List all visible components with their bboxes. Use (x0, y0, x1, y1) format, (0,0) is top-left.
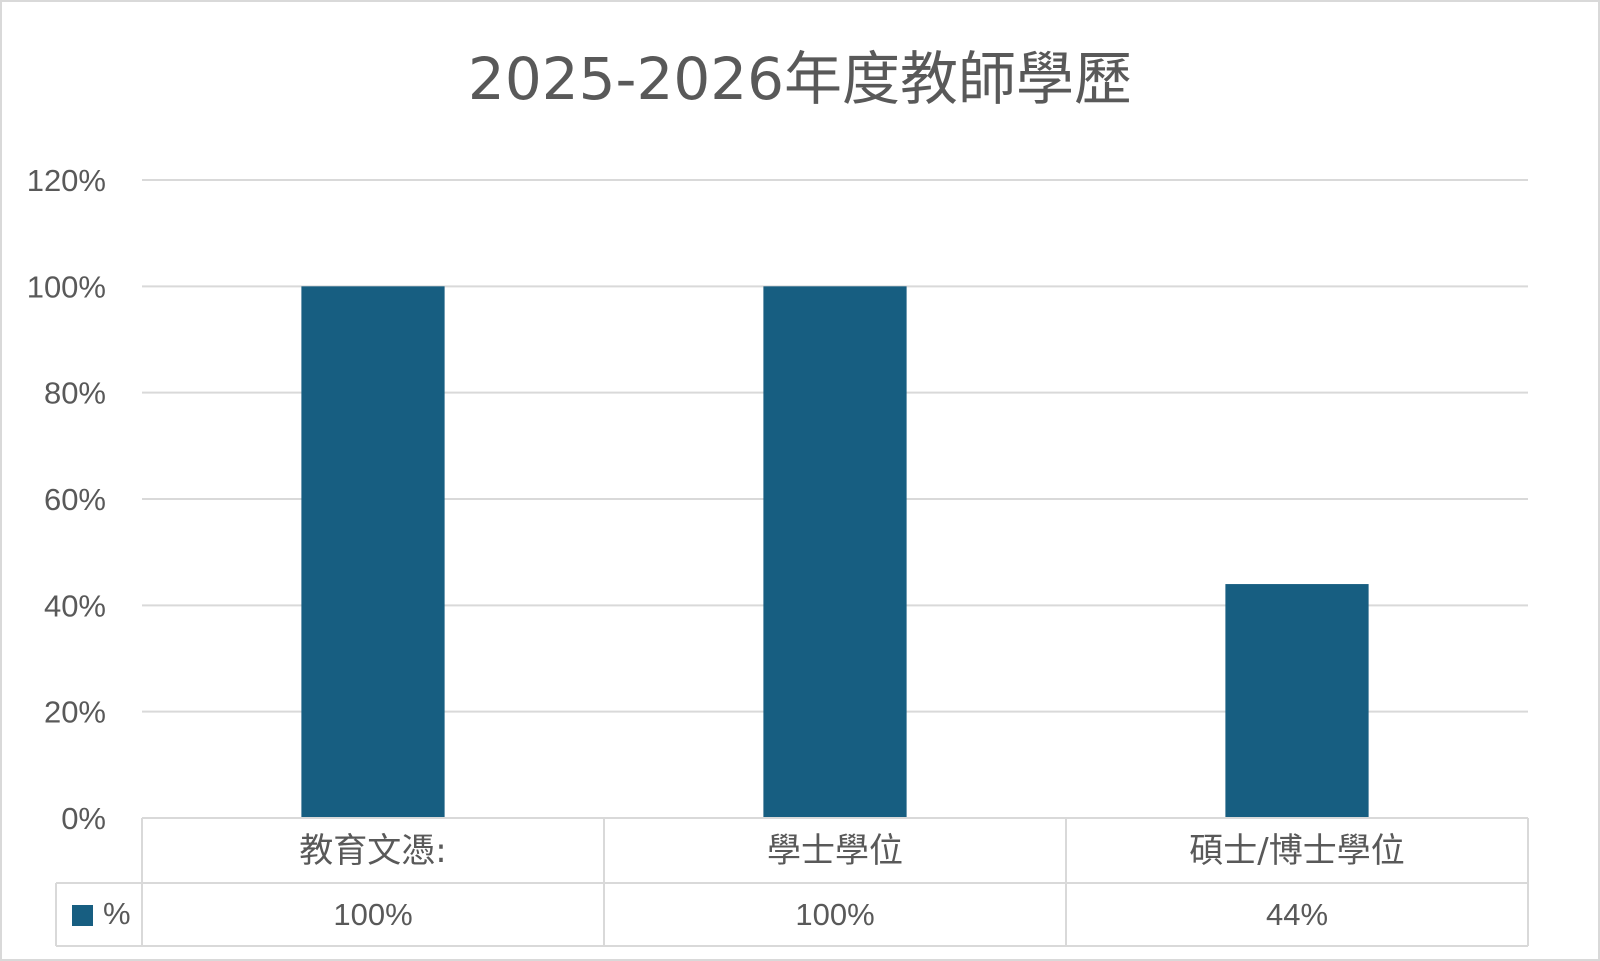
y-tick-label: 100% (27, 269, 106, 304)
data-table-value: 44% (1266, 897, 1328, 932)
bar-1 (763, 286, 907, 818)
bar-2 (1225, 584, 1369, 818)
y-tick-label: 20% (44, 695, 106, 730)
y-tick-label: 40% (44, 588, 106, 623)
data-table-value: 100% (795, 897, 874, 932)
legend-series-name: % (103, 896, 131, 931)
chart-title: 2025-2026年度教師學歷 (468, 45, 1132, 113)
data-table-value: 100% (333, 897, 412, 932)
y-tick-label: 60% (44, 482, 106, 517)
y-tick-label: 0% (61, 801, 106, 836)
legend-swatch (72, 905, 93, 926)
category-label: 教育文憑: (299, 831, 446, 871)
y-tick-label: 80% (44, 376, 106, 411)
category-label: 學士學位 (767, 831, 903, 871)
category-label: 碩士/博士學位 (1189, 831, 1404, 871)
bar-0 (301, 286, 445, 818)
y-axis-tick-labels: 0% 20% 40% 60% 80% 100% 120% (27, 163, 106, 836)
data-table: 教育文憑: 學士學位 碩士/博士學位 100% 100% 44%% (55, 817, 1529, 947)
bars (301, 286, 1369, 818)
y-tick-label: 120% (27, 163, 106, 198)
